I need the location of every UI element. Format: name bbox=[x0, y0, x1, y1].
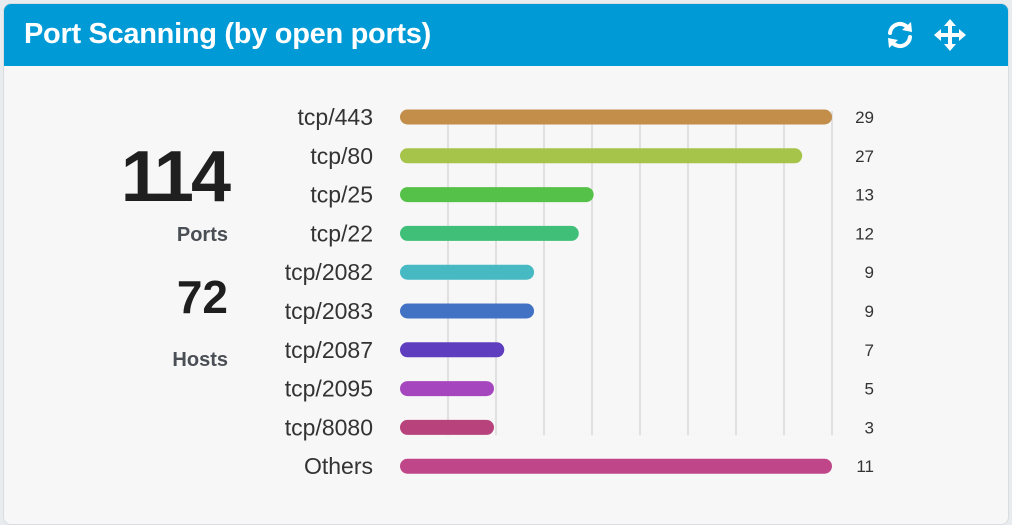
stats-panel: 114 Ports 72 Hosts bbox=[4, 66, 244, 506]
ports-label: Ports bbox=[176, 224, 228, 246]
category-label: tcp/2083 bbox=[285, 298, 373, 324]
value-label: 29 bbox=[855, 108, 874, 127]
bar[interactable] bbox=[400, 264, 535, 280]
bar[interactable] bbox=[400, 148, 803, 164]
open-ports-bar-chart: tcp/443 29 tcp/80 27 tcp/25 13 tcp/22 12 tcp/208… bbox=[285, 104, 874, 479]
category-label: tcp/22 bbox=[310, 220, 373, 246]
bar[interactable] bbox=[400, 303, 535, 319]
category-label: Others bbox=[304, 453, 373, 479]
ports-count: 114 bbox=[120, 137, 231, 217]
port-scanning-widget: Port Scanning (by open ports) 114 Ports … bbox=[3, 3, 1009, 525]
category-label: tcp/80 bbox=[310, 143, 373, 169]
category-label: tcp/2087 bbox=[285, 337, 373, 363]
value-label: 13 bbox=[855, 186, 874, 205]
bar[interactable] bbox=[400, 342, 505, 358]
bar[interactable] bbox=[400, 419, 494, 435]
move-arrows-icon[interactable] bbox=[934, 19, 966, 51]
category-label: tcp/2095 bbox=[285, 376, 373, 402]
value-label: 3 bbox=[865, 418, 874, 437]
category-label: tcp/25 bbox=[310, 182, 373, 208]
bar[interactable] bbox=[400, 187, 594, 203]
widget-header: Port Scanning (by open ports) bbox=[4, 4, 1008, 66]
value-label: 7 bbox=[865, 341, 874, 360]
bar[interactable] bbox=[400, 225, 579, 241]
value-label: 9 bbox=[865, 263, 874, 282]
hosts-count: 72 bbox=[176, 271, 228, 323]
category-label: tcp/443 bbox=[298, 104, 373, 130]
value-label: 9 bbox=[865, 302, 874, 321]
category-label: tcp/8080 bbox=[285, 414, 373, 440]
hosts-label: Hosts bbox=[172, 349, 228, 371]
value-label: 27 bbox=[855, 147, 874, 166]
value-label: 11 bbox=[856, 457, 874, 476]
bar[interactable] bbox=[400, 381, 494, 397]
bar[interactable] bbox=[400, 458, 832, 474]
value-label: 5 bbox=[865, 380, 874, 399]
refresh-icon[interactable] bbox=[884, 19, 916, 51]
category-label: tcp/2082 bbox=[285, 259, 373, 285]
widget-title: Port Scanning (by open ports) bbox=[24, 18, 431, 50]
value-label: 12 bbox=[855, 224, 874, 243]
bar[interactable] bbox=[400, 109, 832, 125]
